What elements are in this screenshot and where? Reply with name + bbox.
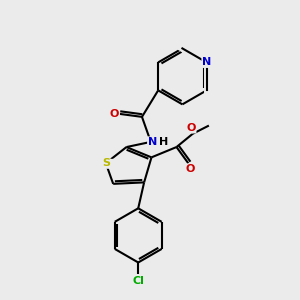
Text: S: S [102,158,110,168]
Text: N: N [202,57,211,68]
Text: N: N [148,137,157,147]
Text: O: O [187,123,196,133]
Text: O: O [110,109,119,119]
Text: Cl: Cl [132,276,144,286]
Text: H: H [158,137,168,147]
Text: O: O [185,164,194,174]
